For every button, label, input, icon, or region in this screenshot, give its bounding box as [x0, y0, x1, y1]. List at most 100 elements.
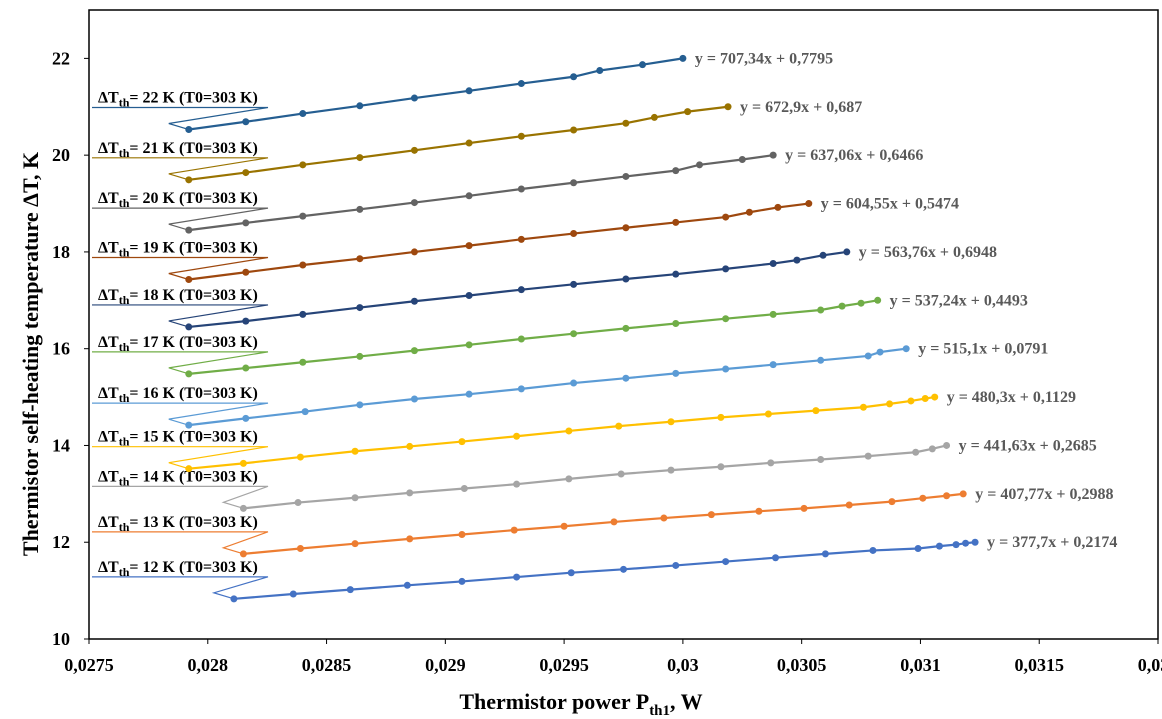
series-label: ΔTth= 20 K (T0=303 K) [98, 190, 258, 210]
series-label-pre: ΔT [98, 190, 119, 207]
label-leader-line [92, 402, 269, 426]
series-line [188, 202, 809, 281]
data-point [869, 546, 877, 554]
data-point [465, 139, 473, 147]
data-point [755, 507, 763, 515]
series-label-sub: th [119, 520, 130, 534]
series-label-pre: ΔT [98, 514, 119, 531]
data-point [769, 310, 777, 318]
data-point [570, 230, 578, 238]
data-point [672, 320, 680, 328]
x-tick-label: 0,0305 [777, 655, 827, 675]
series-label-sub: th [119, 474, 130, 488]
data-point [351, 540, 359, 548]
data-point [724, 103, 732, 111]
data-point [406, 535, 414, 543]
data-point [805, 200, 813, 208]
data-point [346, 586, 354, 594]
data-point [857, 299, 865, 307]
data-point [959, 490, 967, 498]
series-label: ΔTth= 18 K (T0=303 K) [98, 287, 258, 307]
data-point [888, 498, 896, 506]
data-point [769, 260, 777, 268]
series-label-pre: ΔT [98, 287, 119, 304]
data-point [567, 569, 575, 577]
series-label: ΔTth= 13 K (T0=303 K) [98, 514, 258, 534]
series-label-post: = 13 K (T0=303 K) [129, 514, 257, 531]
data-point [596, 66, 604, 74]
data-point [299, 310, 307, 318]
data-point [672, 369, 680, 377]
label-leader-line [92, 351, 269, 375]
trendline-equation: y = 707,34x + 0,7795 [695, 50, 833, 67]
data-point [684, 108, 692, 116]
data-point [622, 224, 630, 232]
series-layer: ΔTth= 12 K (T0=303 K)y = 377,7x + 0,2174… [92, 50, 1117, 603]
data-point [722, 213, 730, 221]
data-point [876, 348, 884, 356]
trendline-equation: y = 563,76x + 0,6948 [859, 244, 997, 261]
data-point [565, 475, 573, 483]
data-point [242, 414, 250, 422]
data-point [356, 352, 364, 360]
data-point [864, 352, 872, 360]
data-point [738, 156, 746, 164]
data-point [962, 539, 970, 547]
data-point [902, 345, 910, 353]
series-label-post: = 22 K (T0=303 K) [129, 90, 257, 107]
data-point [356, 102, 364, 110]
x-tick-label: 0,032 [1138, 655, 1162, 675]
data-point [722, 315, 730, 323]
series-label-sub: th [119, 391, 130, 405]
series-label-post: = 16 K (T0=303 K) [129, 385, 257, 402]
data-point [410, 347, 418, 355]
y-tick-label: 22 [52, 48, 70, 68]
series-label-post: = 18 K (T0=303 K) [129, 287, 257, 304]
trendline-equation: y = 604,55x + 0,5474 [821, 196, 959, 213]
data-point [570, 330, 578, 338]
data-point [886, 400, 894, 408]
data-point [465, 390, 473, 398]
label-leader-line [92, 207, 269, 231]
series-group: ΔTth= 19 K (T0=303 K) y = 604,55x + 0,547… [92, 196, 959, 284]
data-point [672, 167, 680, 175]
data-point [610, 518, 618, 526]
data-point [800, 504, 808, 512]
ticks-layer: 0,0275 0,028 0,0285 0,029 0,0295 0,03 0,0305 0,… [52, 48, 1162, 675]
series-group: ΔTth= 16 K (T0=303 K)y = 515,1x + 0,0791 [92, 341, 1048, 429]
series-label: ΔTth= 19 K (T0=303 K) [98, 240, 258, 260]
data-point [864, 452, 872, 460]
data-point [672, 270, 680, 278]
series-label: ΔTth= 15 K (T0=303 K) [98, 429, 258, 449]
data-point [517, 385, 525, 393]
label-leader-line [92, 304, 269, 328]
x-tick-label: 0,0295 [539, 655, 589, 675]
series-label-sub: th [119, 293, 130, 307]
data-point [570, 73, 578, 81]
data-point [931, 393, 939, 401]
trendline-equation: y = 672,9x + 0,687 [740, 99, 862, 116]
data-point [294, 499, 302, 507]
data-point [845, 501, 853, 509]
data-point [458, 577, 466, 585]
series-line [188, 105, 729, 181]
data-point [299, 358, 307, 366]
data-point [722, 265, 730, 273]
series-label-pre: ΔT [98, 90, 119, 107]
trendline-equation: y = 480,3x + 0,1129 [947, 389, 1076, 406]
data-point [242, 364, 250, 372]
data-point [299, 161, 307, 169]
x-axis-title-tail: , W [670, 689, 703, 714]
data-point [403, 581, 411, 589]
series-group: ΔTth= 14 K (T0=303 K)y = 441,63x + 0,268… [92, 437, 1097, 512]
x-axis-title-main: Thermistor power P [459, 689, 649, 714]
data-point [570, 126, 578, 134]
x-tick-label: 0,028 [188, 655, 229, 675]
data-point [620, 565, 627, 573]
data-point [410, 248, 418, 256]
data-point [517, 235, 525, 243]
series-label-sub: th [119, 196, 130, 210]
data-point [242, 118, 250, 126]
trendline-equation: y = 515,1x + 0,0791 [918, 341, 1048, 358]
